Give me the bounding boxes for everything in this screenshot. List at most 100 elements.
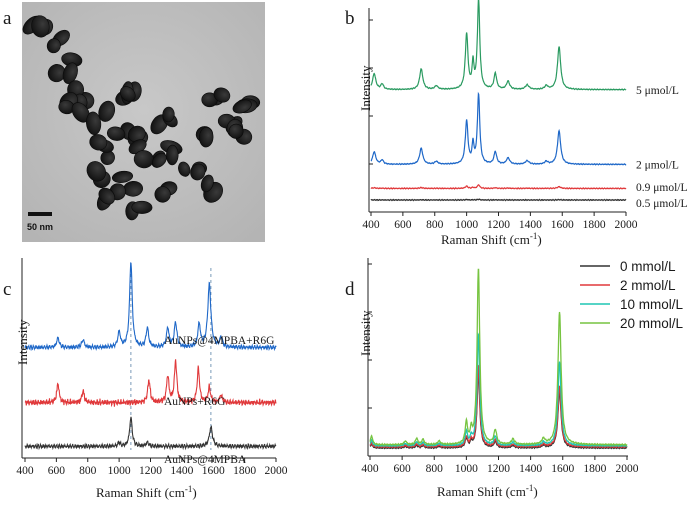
panel-b-series-labels: 5 μmol/L 2 μmol/L 0.9 μmol/L 0.5 μmol/L bbox=[636, 85, 688, 210]
panel-b-y-ticks bbox=[369, 19, 373, 213]
panel-b-x-tick-label-1000: 1000 bbox=[455, 219, 478, 231]
panel-c-x-tick-label-1200: 1200 bbox=[139, 465, 162, 477]
panel-d-x-tick-label-2000: 2000 bbox=[616, 463, 639, 475]
panel-d-chart: 400 600 800 1000 1200 1400 1600 1800 2000 0 mmol… bbox=[358, 258, 684, 499]
panel-a-label: a bbox=[3, 8, 12, 29]
panel-c-chart: 400 600 800 1000 1200 1400 1600 1800 2000 AuNPs@… bbox=[15, 258, 288, 500]
panel-d-xlabel-sup: -1 bbox=[526, 483, 534, 493]
nanoparticle bbox=[86, 161, 106, 182]
nanoparticle bbox=[131, 200, 153, 214]
panel-c-x-tick-label-1600: 1600 bbox=[202, 465, 225, 477]
panel-c-x-tick-label-1000: 1000 bbox=[108, 465, 131, 477]
panel-d-x-tick-label-1200: 1200 bbox=[487, 463, 510, 475]
panel-b-x-tick-label-1600: 1600 bbox=[551, 219, 574, 231]
nanoparticle bbox=[62, 62, 78, 84]
nanoparticle bbox=[166, 144, 179, 166]
panel-b-x-tick-label-2000: 2000 bbox=[615, 219, 638, 231]
panel-c-xlabel-sup: -1 bbox=[185, 484, 193, 494]
panel-b-x-ticks: 400 600 800 1000 1200 1400 1600 1800 2000 bbox=[362, 212, 638, 231]
panel-c-x-tick-label-400: 400 bbox=[16, 465, 34, 477]
panel-b-series-label-0: 5 μmol/L bbox=[636, 85, 679, 97]
panel-d-y-ticks bbox=[368, 263, 372, 457]
panel-c-ylabel: Intensity bbox=[15, 319, 30, 365]
nanoparticle bbox=[89, 134, 108, 151]
panel-d-series-2 bbox=[369, 332, 628, 448]
panel-c-x-tick-label-800: 800 bbox=[79, 465, 97, 477]
nanoparticle bbox=[198, 127, 214, 148]
panel-d-xlabel: Raman Shift (cm-1) bbox=[437, 483, 538, 499]
panel-c-x-ticks: 400 600 800 1000 1200 1400 1600 1800 2000 bbox=[16, 458, 288, 477]
panel-c-series-1 bbox=[24, 359, 277, 408]
panel-b-x-tick-label-1800: 1800 bbox=[583, 219, 606, 231]
panel-d-legend-label-0: 0 mmol/L bbox=[620, 259, 676, 274]
panel-d-series bbox=[369, 268, 628, 450]
panel-d-label: d bbox=[345, 279, 355, 300]
panel-b-ylabel: Intensity bbox=[358, 65, 373, 111]
nanoparticle bbox=[46, 38, 61, 54]
panel-d-x-tick-label-400: 400 bbox=[361, 463, 379, 475]
panel-b-x-tick-label-1400: 1400 bbox=[519, 219, 542, 231]
panel-d-series-0 bbox=[369, 369, 628, 450]
nanoparticle bbox=[86, 111, 102, 135]
panel-d-ylabel: Intensity bbox=[358, 310, 373, 356]
panel-b-series-label-3: 0.5 μmol/L bbox=[636, 198, 688, 210]
panel-d-series-3 bbox=[369, 268, 628, 447]
nanoparticle bbox=[31, 15, 50, 38]
panel-c-series-2 bbox=[24, 416, 277, 451]
panel-b-x-tick-label-800: 800 bbox=[426, 219, 444, 231]
panel-d-x-ticks: 400 600 800 1000 1200 1400 1600 1800 2000 bbox=[361, 456, 639, 475]
panel-c-series-label-1: AuNPs+R6G bbox=[164, 396, 225, 408]
panel-b-x-tick-label-1200: 1200 bbox=[487, 219, 510, 231]
scale-bar-label: 50 nm bbox=[27, 222, 53, 232]
panel-c-series-labels: AuNPs@4MPBA+R6G AuNPs+R6G AuNPs@4MPBA bbox=[164, 335, 274, 466]
panel-b-chart: 400 600 800 1000 1200 1400 1600 1800 2000 5 μmol… bbox=[358, 0, 688, 247]
nanoparticle bbox=[213, 87, 231, 103]
panel-b-series-label-1: 2 μmol/L bbox=[636, 160, 679, 172]
nanoparticle bbox=[190, 163, 206, 181]
panel-c-series-label-2: AuNPs@4MPBA bbox=[164, 454, 247, 466]
scale-bar bbox=[28, 212, 52, 216]
nanoparticle bbox=[98, 100, 116, 122]
nanoparticle bbox=[178, 161, 191, 177]
panel-b-xlabel: Raman Shift (cm-1) bbox=[441, 231, 542, 247]
panel-b-series bbox=[370, 0, 627, 202]
panel-c-label: c bbox=[3, 279, 11, 300]
panel-c-series-0 bbox=[24, 262, 277, 352]
panel-c-xlabel-main: Raman Shift (cm bbox=[96, 485, 185, 500]
panel-d-series-1 bbox=[369, 364, 628, 449]
nanoparticle-cluster bbox=[22, 15, 261, 221]
panel-c-x-tick-label-1800: 1800 bbox=[233, 465, 256, 477]
panel-d-legend-label-2: 10 mmol/L bbox=[620, 297, 684, 312]
nanoparticle bbox=[154, 186, 171, 203]
panel-b-label: b bbox=[345, 8, 355, 29]
panel-d-legend: 0 mmol/L 2 mmol/L 10 mmol/L 20 mmol/L bbox=[580, 259, 684, 331]
panel-b-series-1 bbox=[370, 91, 627, 166]
panel-d-x-tick-label-1600: 1600 bbox=[551, 463, 574, 475]
nanoparticle bbox=[232, 99, 252, 114]
nanoparticle bbox=[111, 170, 134, 183]
panel-d-legend-label-1: 2 mmol/L bbox=[620, 278, 676, 293]
panel-c-xlabel: Raman Shift (cm-1) bbox=[96, 484, 197, 500]
nanoparticle bbox=[120, 86, 136, 102]
panel-c-x-tick-label-600: 600 bbox=[48, 465, 66, 477]
panel-d-x-tick-label-1400: 1400 bbox=[519, 463, 542, 475]
panel-d-legend-label-3: 20 mmol/L bbox=[620, 316, 684, 331]
panel-d-x-tick-label-600: 600 bbox=[394, 463, 412, 475]
panel-b-xlabel-main: Raman Shift (cm bbox=[441, 232, 530, 247]
panel-b-series-3 bbox=[370, 198, 627, 202]
panel-b-x-tick-label-600: 600 bbox=[394, 219, 412, 231]
panel-b-xlabel-sup: -1 bbox=[530, 231, 538, 241]
panel-c-series bbox=[24, 262, 277, 451]
nanoparticle bbox=[98, 187, 116, 205]
nanoparticle bbox=[228, 123, 244, 139]
tem-image: 50 nm bbox=[22, 2, 265, 242]
panel-b-series-2 bbox=[370, 183, 627, 190]
panel-d-x-tick-label-1800: 1800 bbox=[583, 463, 606, 475]
panel-c-x-tick-label-1400: 1400 bbox=[170, 465, 193, 477]
panel-c-series-label-0: AuNPs@4MPBA+R6G bbox=[164, 335, 274, 347]
panel-d-x-tick-label-800: 800 bbox=[426, 463, 444, 475]
nanoparticle bbox=[162, 106, 175, 123]
nanoparticle bbox=[106, 126, 126, 141]
panel-d-x-tick-label-1000: 1000 bbox=[455, 463, 478, 475]
